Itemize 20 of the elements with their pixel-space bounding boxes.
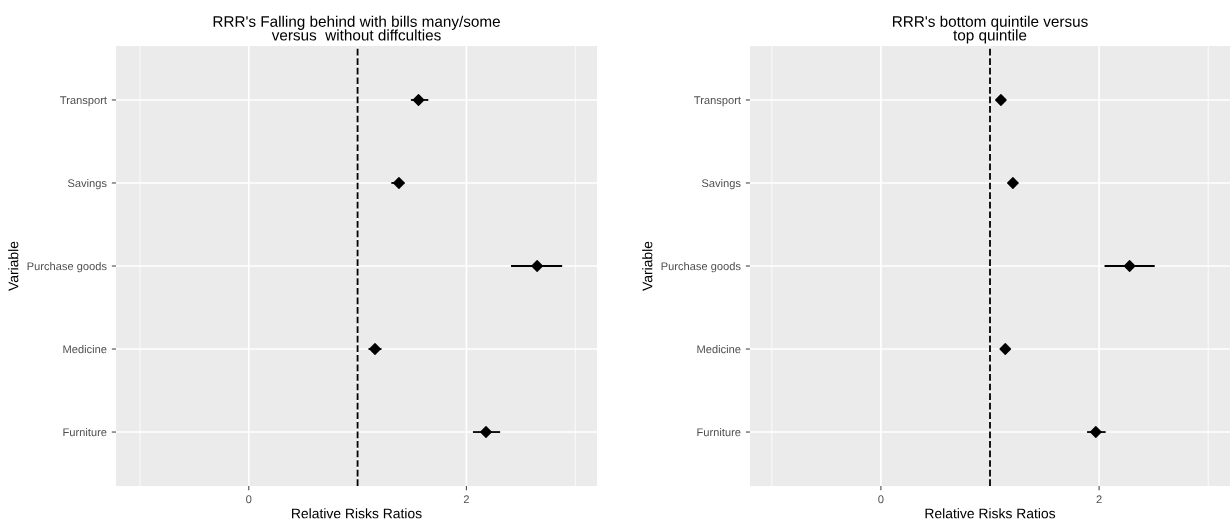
y-tick-label: Purchase goods <box>661 261 741 273</box>
y-tick-label: Medicine <box>697 344 741 354</box>
chart-title: RRR's Falling behind with bills many/some versus without diffculties <box>213 15 500 41</box>
y-axis-title: Variable <box>8 241 19 291</box>
x-tick-label: 0 <box>246 495 252 504</box>
x-tick-label: 0 <box>878 495 884 504</box>
y-tick-label: Transport <box>694 96 741 107</box>
y-tick-label: Transport <box>60 96 107 107</box>
x-axis-title: Relative Risks Ratios <box>292 508 422 519</box>
x-axis-title: Relative Risks Ratios <box>925 508 1056 519</box>
x-tick-label: 2 <box>1096 495 1102 504</box>
y-tick-label: Furniture <box>697 428 741 437</box>
y-tick-label: Purchase goods <box>27 261 107 273</box>
y-tick-label: Medicine <box>63 344 107 354</box>
y-axis-title: Variable <box>642 241 653 291</box>
y-tick-label: Furniture <box>63 428 107 437</box>
y-tick-label: Savings <box>701 178 741 190</box>
chart-title: RRR's bottom quintile versus top quintile <box>893 15 1088 44</box>
y-tick-label: Savings <box>67 178 107 190</box>
x-tick-label: 2 <box>463 495 469 504</box>
